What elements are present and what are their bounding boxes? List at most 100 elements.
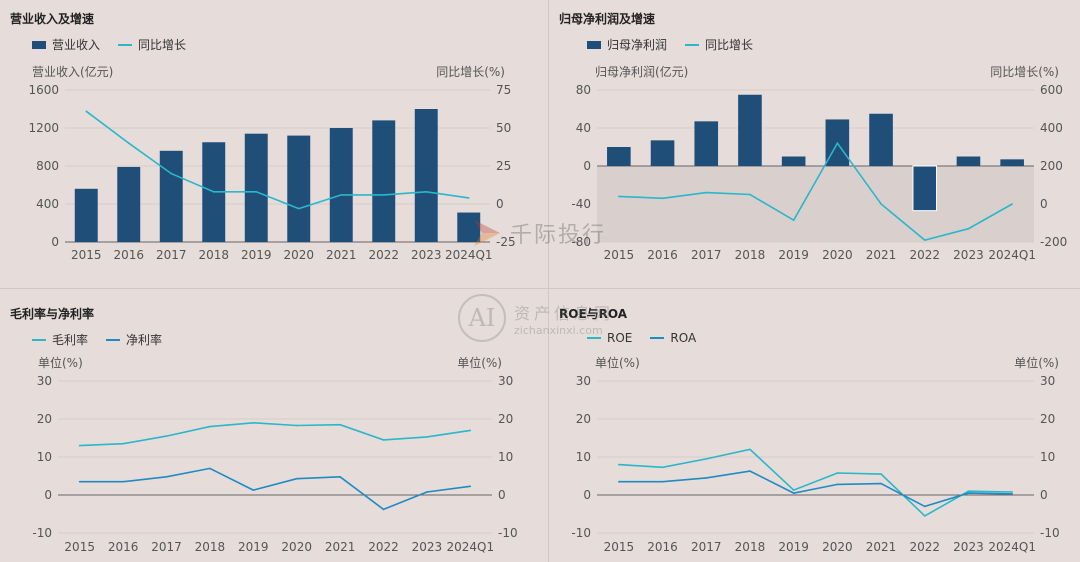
x-tick-label: 2015 xyxy=(71,248,102,262)
x-tick-label: 2017 xyxy=(151,540,182,554)
series-line-同比增长 xyxy=(85,110,469,210)
y-tick-label: 0 xyxy=(44,488,52,502)
bar-2024Q1 xyxy=(457,212,481,242)
legend-item-line[interactable]: 同比增长 xyxy=(685,36,753,53)
legend-label: 同比增长 xyxy=(138,38,187,52)
point-同比增长-2022 xyxy=(923,239,926,241)
legend-label: 毛利率 xyxy=(52,333,89,347)
y-axis-title: 归母净利润(亿元) xyxy=(595,64,688,79)
legend-item-line[interactable]: 同比增长 xyxy=(118,36,186,53)
x-tick-label: 2016 xyxy=(647,248,678,262)
x-tick-label: 2017 xyxy=(156,248,187,262)
bar-2022 xyxy=(912,165,938,212)
point-同比增长-2018 xyxy=(212,191,215,193)
x-tick-label: 2021 xyxy=(326,248,357,262)
x-tick-label: 2020 xyxy=(283,248,314,262)
point-同比增长-2024Q1 xyxy=(467,197,470,199)
x-tick-label: 2024Q1 xyxy=(445,248,493,262)
point-ROE-2015 xyxy=(618,463,620,466)
y2-tick-label: 20 xyxy=(498,412,513,426)
legend-item-line[interactable]: ROA xyxy=(650,331,696,345)
y2-tick-label: 10 xyxy=(498,450,513,464)
legend-item-bar[interactable]: 营业收入 xyxy=(32,36,100,53)
panel-revenue: 营业收入及增速 营业收入 同比增长 0 -25 400 0 800 25 1200 50 160… xyxy=(0,0,548,288)
legend-item-line[interactable]: 毛利率 xyxy=(32,331,88,348)
point-ROA-2017 xyxy=(705,477,708,479)
y-tick-label: 1600 xyxy=(28,83,59,97)
y-tick-label: 0 xyxy=(51,235,59,249)
point-毛利率-2018 xyxy=(209,425,211,428)
y-tick-label: 0 xyxy=(583,159,591,173)
bar-2017 xyxy=(159,150,183,242)
x-tick-label: 2018 xyxy=(195,540,226,554)
bar-2019 xyxy=(244,133,268,242)
point-同比增长-2023 xyxy=(967,227,970,230)
y-axis-title: 单位(%) xyxy=(595,355,640,370)
y2-tick-label: 50 xyxy=(496,121,511,135)
point-ROA-2016 xyxy=(661,480,664,483)
y2-tick-label: 75 xyxy=(496,83,511,97)
bar-2020 xyxy=(287,135,311,242)
legend-item-line[interactable]: ROE xyxy=(587,331,632,345)
bar-2023 xyxy=(956,156,981,166)
legend: 营业收入 同比增长 xyxy=(32,36,186,53)
horizontal-divider xyxy=(0,288,1080,289)
vertical-divider xyxy=(548,0,549,562)
point-毛利率-2017 xyxy=(165,435,168,437)
point-毛利率-2023 xyxy=(426,436,428,438)
x-tick-label: 2015 xyxy=(604,248,635,262)
legend-item-bar[interactable]: 归母净利润 xyxy=(587,36,667,53)
x-tick-label: 2020 xyxy=(822,248,853,262)
point-净利率-2019 xyxy=(252,489,255,491)
y2-tick-label: 400 xyxy=(1040,121,1063,135)
point-净利率-2024Q1 xyxy=(469,485,472,488)
bar-2016 xyxy=(117,166,141,242)
bar-2023 xyxy=(414,109,438,242)
x-tick-label: 2020 xyxy=(281,540,312,554)
legend-label: 营业收入 xyxy=(52,38,101,52)
point-ROA-2018 xyxy=(749,470,751,472)
y2-axis-title: 单位(%) xyxy=(1014,355,1059,370)
point-毛利率-2016 xyxy=(122,442,124,445)
x-tick-label: 2015 xyxy=(64,540,95,554)
legend-item-line[interactable]: 净利率 xyxy=(106,331,162,348)
point-毛利率-2021 xyxy=(339,423,341,426)
y2-tick-label: 200 xyxy=(1040,159,1063,173)
chart-title: 营业收入及增速 xyxy=(10,12,95,26)
chart-title: 毛利率与净利率 xyxy=(10,307,95,321)
y2-tick-label: 10 xyxy=(1040,450,1055,464)
series-line-ROA xyxy=(618,470,1013,508)
legend-swatch xyxy=(106,338,121,341)
x-tick-label: 2019 xyxy=(241,248,272,262)
legend-swatch xyxy=(650,337,665,339)
x-tick-label: 2023 xyxy=(953,248,984,262)
legend-swatch xyxy=(587,40,601,49)
y-tick-label: -40 xyxy=(571,197,591,211)
y-tick-label: 20 xyxy=(576,412,591,426)
point-同比增长-2020 xyxy=(297,207,300,210)
point-净利率-2016 xyxy=(122,480,124,483)
bar-2015 xyxy=(607,147,631,166)
point-净利率-2018 xyxy=(209,467,211,470)
x-tick-label: 2024Q1 xyxy=(988,248,1036,262)
point-ROE-2024Q1 xyxy=(1011,491,1013,493)
x-tick-label: 2016 xyxy=(647,540,678,554)
x-tick-label: 2022 xyxy=(909,248,940,262)
legend: 归母净利润 同比增长 xyxy=(587,36,753,53)
x-tick-label: 2021 xyxy=(866,540,897,554)
point-ROE-2017 xyxy=(705,458,708,460)
point-净利率-2015 xyxy=(78,480,81,483)
y-tick-label: 40 xyxy=(576,121,591,135)
point-同比增长-2019 xyxy=(792,219,795,221)
point-ROE-2021 xyxy=(880,473,882,475)
legend-label: 归母净利润 xyxy=(607,38,668,52)
y-tick-label: 30 xyxy=(576,374,591,388)
point-同比增长-2024Q1 xyxy=(1011,203,1013,205)
x-tick-label: 2020 xyxy=(822,540,853,554)
bar-2021 xyxy=(869,113,893,166)
legend-label: 同比增长 xyxy=(705,38,754,52)
legend-label: ROA xyxy=(670,331,697,345)
y2-tick-label: -10 xyxy=(498,526,518,540)
bar-2015 xyxy=(74,188,98,242)
point-毛利率-2022 xyxy=(382,439,385,441)
